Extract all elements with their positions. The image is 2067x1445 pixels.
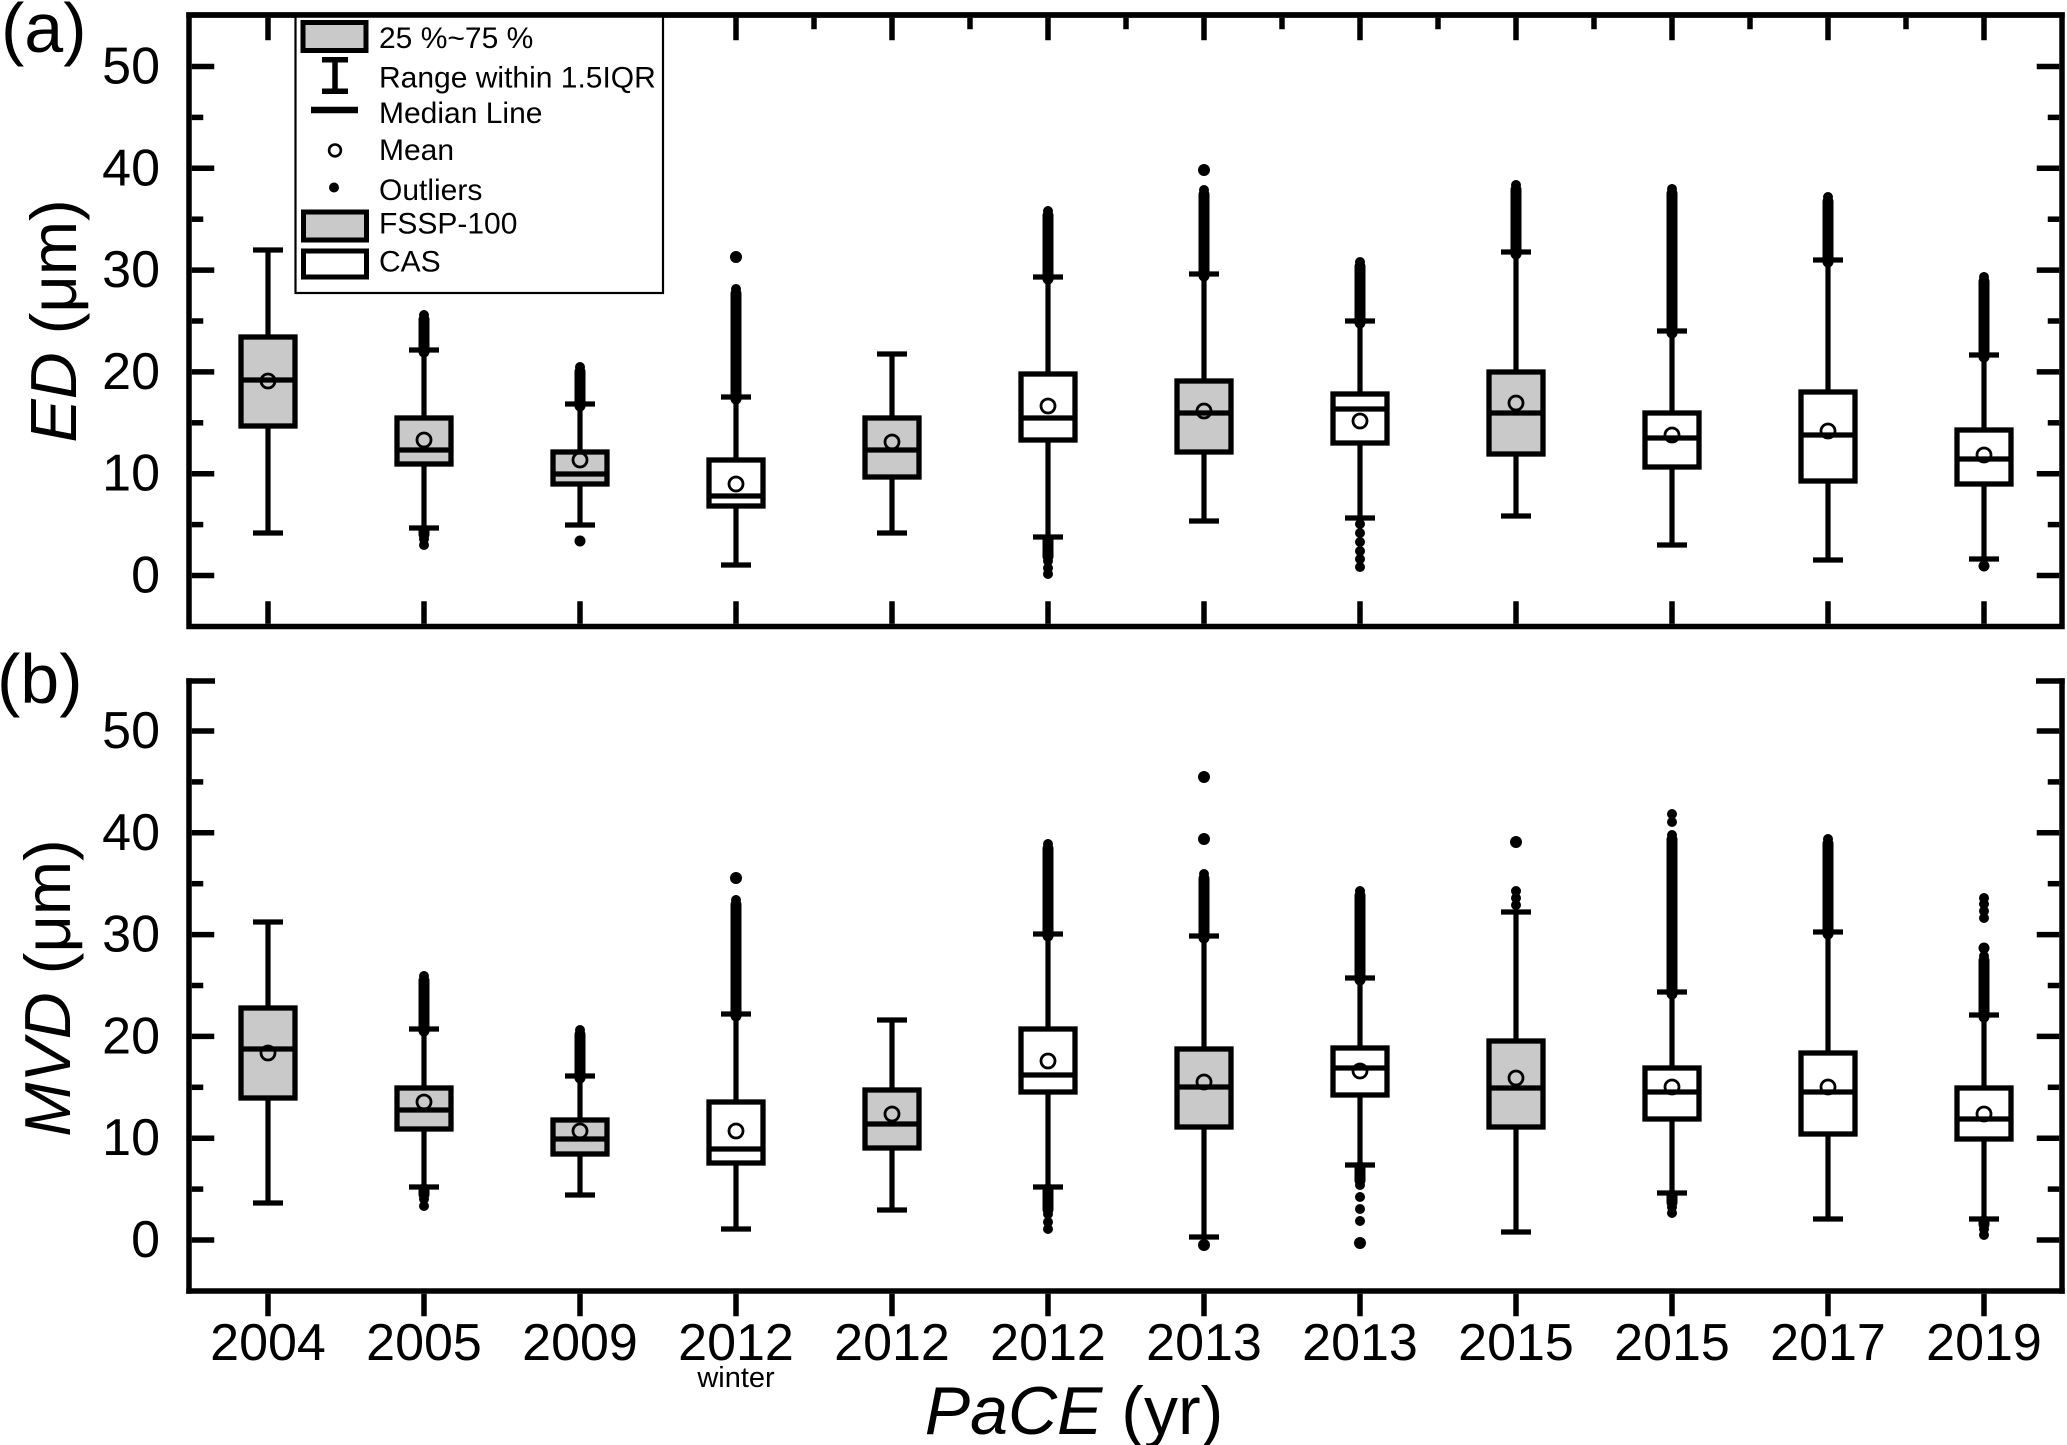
svg-text:40: 40	[102, 139, 160, 197]
svg-text:(b): (b)	[0, 640, 83, 718]
svg-text:2019: 2019	[1926, 1314, 2042, 1372]
svg-text:30: 30	[102, 241, 160, 299]
svg-text:10: 10	[102, 445, 160, 503]
svg-text:2017: 2017	[1770, 1314, 1886, 1372]
svg-text:20: 20	[102, 343, 160, 401]
svg-text:30: 30	[102, 906, 160, 964]
svg-text:2004: 2004	[210, 1314, 326, 1372]
svg-text:Range within 1.5IQR: Range within 1.5IQR	[379, 62, 656, 95]
svg-text:2013: 2013	[1302, 1314, 1418, 1372]
svg-text:Outliers: Outliers	[379, 174, 482, 207]
svg-text:2012: 2012	[678, 1314, 794, 1372]
svg-text:Mean: Mean	[379, 134, 454, 167]
svg-text:0: 0	[131, 1211, 160, 1269]
svg-text:(a): (a)	[1, 0, 87, 67]
svg-text:2005: 2005	[366, 1314, 482, 1372]
svg-text:25 %~75 %: 25 %~75 %	[379, 22, 533, 55]
svg-text:50: 50	[102, 38, 160, 96]
svg-text:winter: winter	[696, 1362, 775, 1394]
svg-text:0: 0	[131, 547, 160, 605]
svg-text:Median Line: Median Line	[379, 97, 542, 130]
svg-text:2012: 2012	[834, 1314, 950, 1372]
svg-text:PaCE (yr): PaCE (yr)	[925, 1373, 1223, 1445]
svg-text:2009: 2009	[522, 1314, 638, 1372]
svg-text:40: 40	[102, 804, 160, 862]
svg-text:20: 20	[102, 1007, 160, 1065]
svg-text:2015: 2015	[1614, 1314, 1730, 1372]
svg-text:10: 10	[102, 1109, 160, 1167]
svg-text:MVD (μm): MVD (μm)	[11, 839, 84, 1136]
svg-text:2012: 2012	[990, 1314, 1106, 1372]
svg-text:2013: 2013	[1146, 1314, 1262, 1372]
svg-text:CAS: CAS	[379, 246, 441, 279]
svg-text:50: 50	[102, 702, 160, 760]
svg-text:2015: 2015	[1458, 1314, 1574, 1372]
svg-text:ED (μm): ED (μm)	[17, 199, 90, 442]
svg-text:FSSP-100: FSSP-100	[379, 208, 517, 241]
